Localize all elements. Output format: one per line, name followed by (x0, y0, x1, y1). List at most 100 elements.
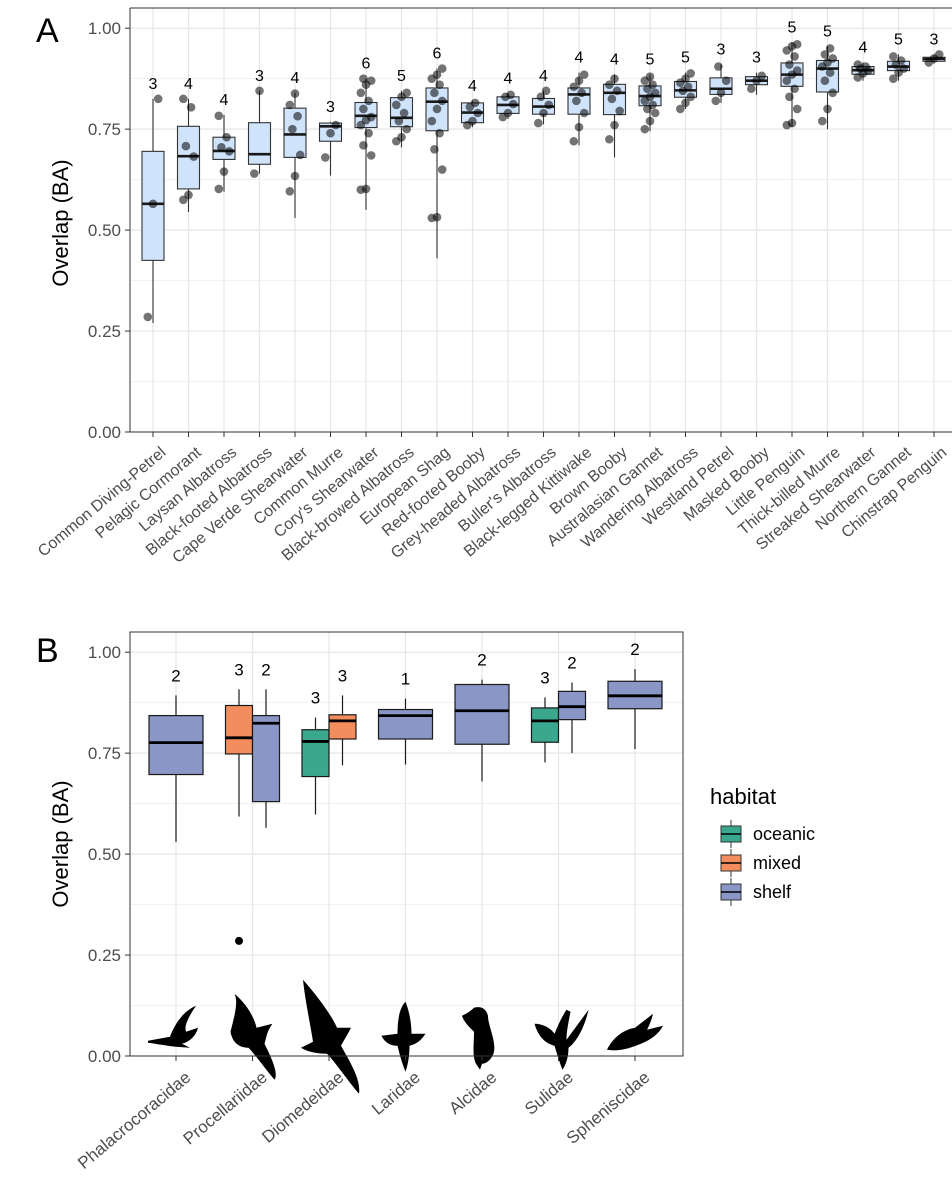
data-point (250, 169, 259, 178)
y-tick-label: 1.00 (88, 643, 121, 662)
data-point (366, 76, 376, 85)
data-point (394, 116, 404, 126)
sample-size-label: 5 (823, 23, 832, 40)
sample-size-label: 3 (930, 31, 939, 48)
y-tick-label: 0.00 (88, 1047, 121, 1066)
data-point (574, 122, 584, 132)
data-point (792, 40, 802, 49)
x-tick-label: Alcidae (445, 1068, 500, 1118)
data-point (435, 80, 444, 90)
data-point (579, 70, 589, 79)
data-point (399, 108, 409, 118)
y-tick-label: 0.25 (88, 946, 121, 965)
box-brown-booby: 4 (602, 52, 627, 158)
box-procellariidae-mixed: 3 (224, 660, 254, 945)
data-point (153, 94, 163, 104)
box-iqr (176, 125, 201, 190)
sample-size-label: 4 (468, 78, 477, 95)
x-tick-label: Spheniscidae (563, 1068, 653, 1148)
box-iqr (328, 714, 357, 740)
x-tick-label: Diomedeidae (258, 1068, 347, 1147)
sample-size-label: 3 (752, 50, 761, 67)
panel-b-plot-background (130, 632, 683, 1056)
data-point (785, 92, 794, 102)
box-sulidae-shelf: 2 (557, 653, 587, 754)
box-red-footed-booby: 4 (460, 78, 485, 130)
sample-size-label: 2 (567, 653, 576, 672)
panel-a-letter: A (36, 12, 59, 50)
box-cory-s-shearwater: 6 (354, 56, 378, 210)
sample-size-label: 4 (610, 52, 619, 69)
sample-size-label: 3 (311, 689, 320, 708)
data-point (473, 108, 483, 118)
penguin-silhouette-icon (607, 1013, 663, 1051)
data-point (435, 128, 444, 138)
data-point (790, 52, 799, 61)
box-masked-booby: 3 (744, 50, 769, 95)
data-point (820, 76, 830, 85)
box-thick-billed-murre: 5 (815, 23, 840, 130)
data-point (359, 74, 368, 83)
data-point (747, 84, 756, 94)
sample-size-label: 3 (338, 666, 347, 685)
sample-size-label: 5 (788, 19, 797, 36)
sample-size-label: 4 (291, 70, 300, 87)
box-iqr (530, 707, 560, 743)
sample-size-label: 3 (149, 76, 158, 93)
data-point (432, 104, 442, 114)
data-point (818, 116, 827, 126)
data-point (189, 152, 198, 161)
data-point (290, 171, 300, 181)
box-iqr (148, 714, 204, 776)
data-point (607, 94, 617, 104)
panel-b-y-ticks: 0.00 0.25 0.50 0.75 1.00 (88, 643, 130, 1066)
data-point (889, 74, 898, 83)
data-point (539, 108, 548, 118)
sample-size-label: 2 (261, 660, 270, 679)
data-point (437, 96, 447, 106)
data-point (823, 104, 832, 114)
data-point (544, 100, 553, 110)
data-point (825, 44, 835, 53)
legend-item-oceanic: oceanic (720, 820, 815, 848)
data-point (683, 82, 693, 92)
data-point (721, 76, 731, 85)
box-pelagic-cormorant: 4 (176, 76, 201, 212)
sample-size-label: 3 (255, 68, 264, 85)
data-point (430, 145, 439, 154)
data-point (785, 60, 794, 69)
y-tick-label: 0.50 (88, 221, 121, 240)
data-point (714, 62, 723, 71)
box-iqr (283, 107, 307, 158)
data-point (427, 116, 437, 126)
sample-size-label: 5 (646, 52, 655, 69)
sample-size-label: 4 (539, 68, 548, 85)
data-point (508, 99, 518, 109)
x-tick-label: Procellariidae (180, 1068, 271, 1149)
sample-size-label: 3 (540, 668, 549, 687)
box-iqr (247, 122, 272, 165)
sample-size-label: 3 (717, 42, 726, 59)
panel-b-y-axis-label: Overlap (BA) (48, 780, 73, 907)
data-point (820, 50, 830, 59)
data-point (650, 88, 660, 98)
data-point (716, 88, 726, 98)
y-tick-label: 0.75 (88, 744, 121, 763)
box-common-diving-petrel: 3 (141, 76, 165, 323)
data-point (579, 108, 589, 118)
data-point (184, 190, 193, 200)
panel-b-x-tick-labels: PhalacrocoracidaeProcellariidaeDiomedeid… (74, 1056, 653, 1173)
data-point (676, 104, 685, 114)
box-iqr (224, 704, 254, 755)
data-point (392, 100, 401, 110)
sample-size-label: 2 (630, 640, 639, 659)
box-laridae-shelf: 1 (377, 670, 434, 765)
data-point (181, 141, 191, 151)
box-northern-gannet: 5 (886, 31, 911, 83)
box-iqr (251, 714, 281, 803)
data-point (326, 128, 335, 138)
sample-size-label: 6 (433, 46, 442, 63)
box-iqr (454, 683, 510, 745)
box-alcidae-shelf: 2 (454, 651, 510, 782)
